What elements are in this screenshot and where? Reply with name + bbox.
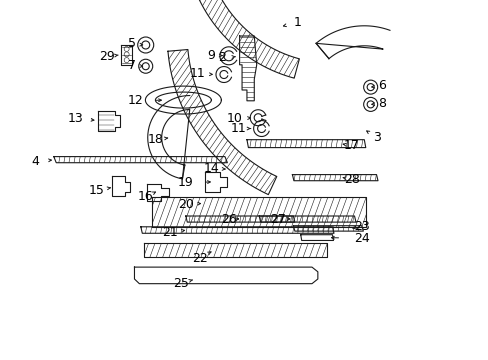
Text: 4: 4 bbox=[31, 155, 39, 168]
Text: 22: 22 bbox=[191, 252, 207, 265]
Text: 16: 16 bbox=[138, 190, 153, 203]
Text: 12: 12 bbox=[128, 94, 143, 107]
Text: 8: 8 bbox=[378, 97, 386, 110]
Text: 17: 17 bbox=[344, 139, 359, 152]
Text: 7: 7 bbox=[128, 59, 136, 72]
Circle shape bbox=[124, 52, 129, 57]
Text: 10: 10 bbox=[226, 112, 242, 125]
Text: 23: 23 bbox=[353, 220, 369, 233]
Text: 6: 6 bbox=[378, 79, 386, 92]
Text: 2: 2 bbox=[218, 51, 226, 64]
Text: 18: 18 bbox=[147, 133, 163, 146]
Text: 21: 21 bbox=[162, 226, 178, 239]
Text: 20: 20 bbox=[178, 198, 193, 211]
Text: 11: 11 bbox=[190, 67, 205, 80]
Text: 9: 9 bbox=[207, 49, 215, 62]
Text: 3: 3 bbox=[372, 131, 380, 144]
Text: 19: 19 bbox=[178, 176, 193, 189]
Text: 14: 14 bbox=[203, 162, 219, 175]
Text: 15: 15 bbox=[89, 184, 104, 197]
Text: 5: 5 bbox=[128, 37, 136, 50]
Text: 24: 24 bbox=[353, 232, 369, 245]
Text: 11: 11 bbox=[230, 122, 246, 135]
Text: 29: 29 bbox=[99, 50, 114, 63]
Text: 13: 13 bbox=[68, 112, 83, 125]
Circle shape bbox=[124, 58, 129, 63]
Text: 27: 27 bbox=[269, 213, 285, 226]
Text: 1: 1 bbox=[293, 16, 301, 29]
Text: 26: 26 bbox=[221, 213, 236, 226]
Text: 25: 25 bbox=[173, 277, 188, 290]
Text: 28: 28 bbox=[344, 173, 359, 186]
Circle shape bbox=[124, 46, 129, 51]
